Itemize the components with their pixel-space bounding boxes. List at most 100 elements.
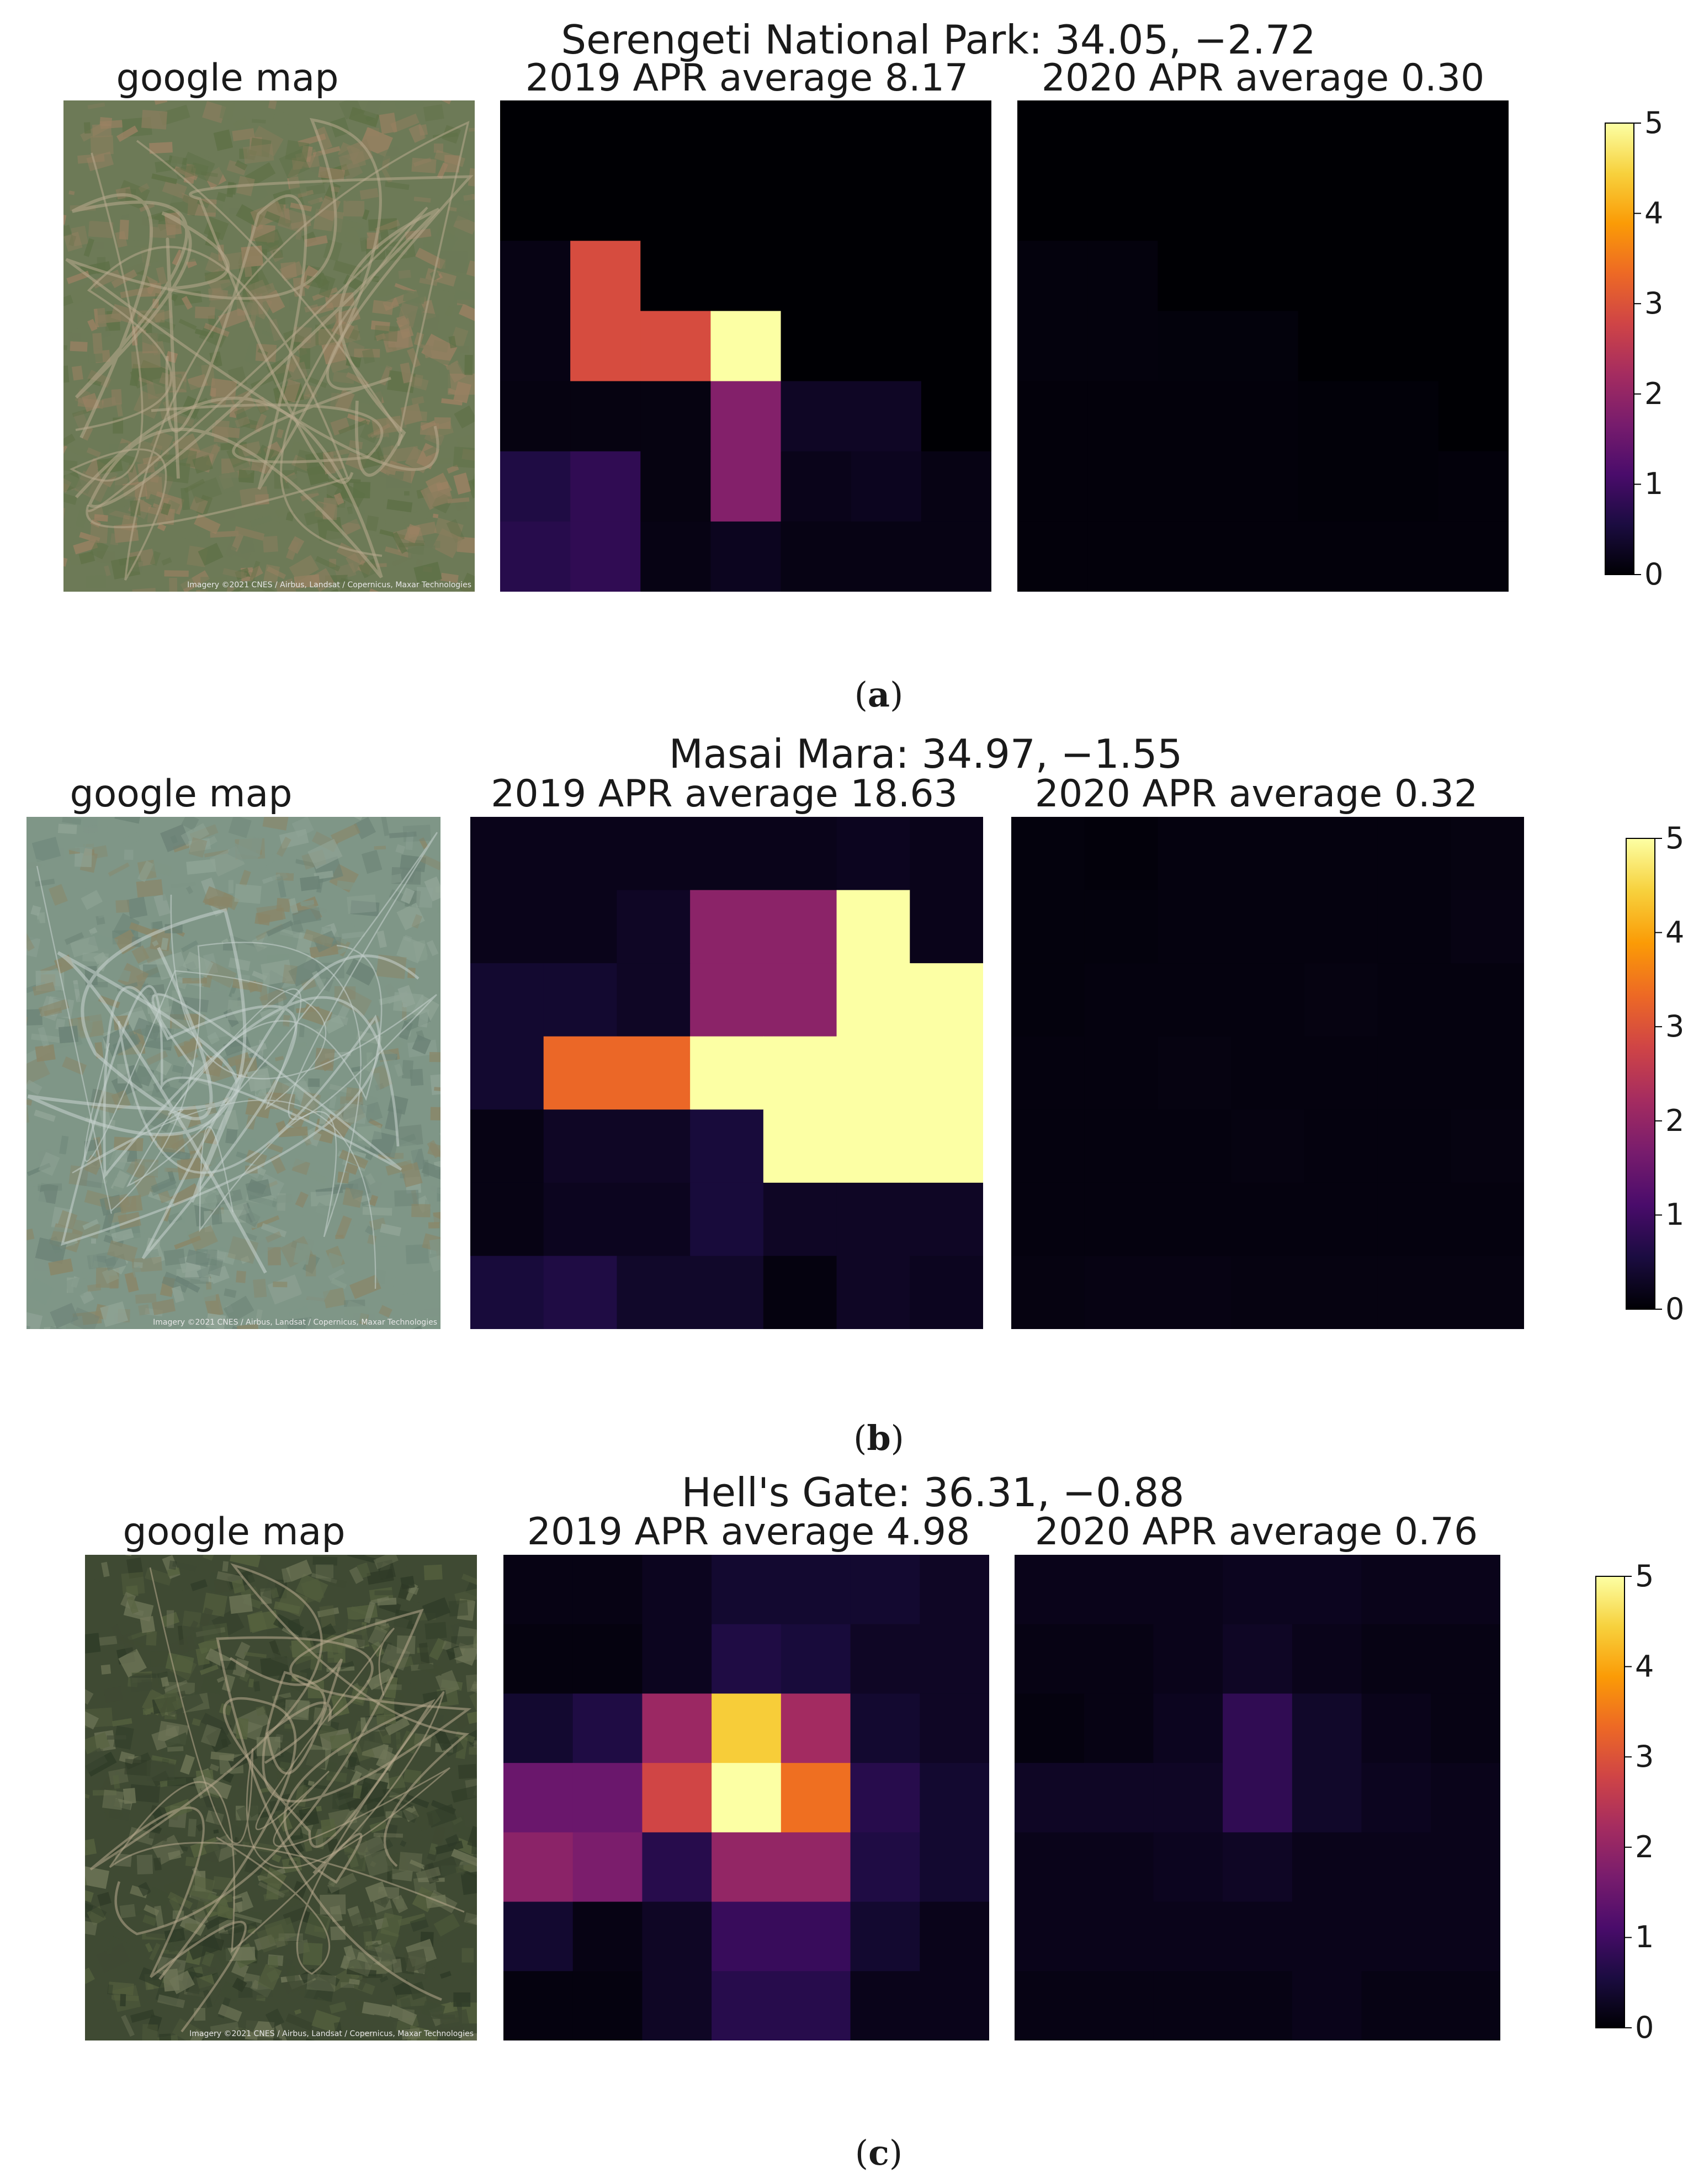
heatmap-cell [1304,817,1378,891]
heatmap-cell [1015,1624,1085,1694]
heatmap-cell [572,1763,643,1833]
heatmap-cell [1158,1256,1231,1329]
heatmap-cell [1153,1624,1223,1694]
heatmap-cell [1158,171,1229,242]
heatmap-cell [920,1624,989,1694]
heatmap-cell [920,1693,989,1763]
heatmap-cell [921,100,991,171]
heatmap-cell [1438,100,1509,171]
heatmap-cell [470,1182,544,1257]
heatmap-cell [1292,1901,1362,1972]
heatmap-cell [1361,1624,1432,1694]
heatmap-cell [920,1555,989,1625]
colorbar-tick-label: 2 [1644,376,1664,411]
heatmap-cell [1231,1182,1305,1257]
colorbar-tick-label: 0 [1635,2010,1654,2045]
heatmap-cell [1084,1693,1154,1763]
heatmap-cell [1223,1901,1293,1972]
heatmap-cell [503,1693,574,1763]
panel-c-heatmap-2019 [503,1555,989,2040]
heatmap-cell [1298,311,1369,382]
colorbar-tick-label: 5 [1635,1559,1654,1593]
heatmap-cell [1084,1109,1159,1183]
heatmap-cell [1438,451,1509,522]
heatmap-cell [572,1555,643,1625]
colorbar-gradient [1605,123,1641,575]
heatmap-cell [1438,521,1509,592]
heatmap-cell [1361,1901,1432,1972]
panel-b-caption: (b) [853,1418,904,1458]
heatmap-cell [1011,1256,1085,1329]
heatmap-cell [640,171,712,242]
heatmap-cell [1298,241,1369,312]
heatmap-cell [1087,100,1159,171]
colorbar-gradient [1626,838,1662,1310]
panel-b-heatmap-2019 [470,817,983,1329]
heatmap-cell [570,100,641,171]
heatmap-cell [503,1971,574,2040]
heatmap-cell [1377,1109,1452,1183]
panel-b-caption-letter: b [867,1418,891,1458]
heatmap-cell [781,1901,851,1972]
heatmap-cell [1017,241,1088,312]
heatmap-cell [1377,1182,1452,1257]
heatmap-cell [500,241,571,312]
panel-c-heatmap-2019-label: 2019 APR average 4.98 [527,1510,970,1554]
heatmap-cell [1431,1555,1500,1625]
heatmap-cell [617,890,691,964]
heatmap-cell [712,1555,782,1625]
heatmap-cell [1017,381,1088,452]
panel-c-map-label: google map [123,1510,346,1554]
panel-a-caption: (a) [854,674,904,715]
heatmap-cell [910,817,983,891]
heatmap-cell [850,1901,921,1972]
heatmap-cell [1015,1901,1085,1972]
heatmap-cell [851,381,922,452]
heatmap-cell [1431,1971,1500,2040]
heatmap-cell [1368,171,1439,242]
heatmap-cell [836,890,911,964]
heatmap-cell [851,241,922,312]
heatmap-cell [1292,1693,1362,1763]
panel-c-colorbar: 0 1 2 3 4 5 [1595,1561,1704,2043]
heatmap-cell [1231,890,1305,964]
heatmap-cell [1228,521,1299,592]
heatmap-cell [1304,963,1378,1037]
heatmap-cell [1084,1624,1154,1694]
heatmap-cell [920,1832,989,1903]
heatmap-cell [1438,381,1509,452]
heatmap-cell [1304,1036,1378,1110]
heatmap-cell [617,1256,691,1329]
panel-b-map-label: google map [70,772,293,816]
heatmap-cell [710,311,782,382]
heatmap-cell [500,171,571,242]
panel-b-satellite-image: Imagery ©2021 CNES / Airbus, Landsat / C… [26,817,440,1329]
colorbar-tick-label: 1 [1635,1920,1654,1955]
heatmap-cell [1017,100,1088,171]
heatmap-cell [570,241,641,312]
heatmap-cell [1153,1832,1223,1903]
heatmap-cell [1292,1555,1362,1625]
heatmap-cell [836,963,911,1037]
heatmap-cell [1298,171,1369,242]
heatmap-cell [640,241,712,312]
colorbar-tick-label: 1 [1665,1197,1685,1232]
heatmap-cell [836,1036,911,1110]
heatmap-cell [921,451,991,522]
panel-b-heatmap-2020 [1011,817,1524,1329]
panel-b-title: Masai Mara: 34.97, −1.55 [668,731,1183,777]
heatmap-cell [690,890,764,964]
heatmap-cell [710,381,782,452]
heatmap-cell [781,1763,851,1833]
heatmap-cell [617,963,691,1037]
heatmap-cell [1223,1555,1293,1625]
heatmap-cell [1451,817,1524,891]
colorbar-tick-label: 3 [1644,286,1664,321]
heatmap-cell [1377,817,1452,891]
heatmap-cell [1158,1036,1231,1110]
heatmap-cell [617,817,691,891]
heatmap-cell [1087,311,1159,382]
heatmap-cell [1084,1036,1159,1110]
heatmap-cell [1223,1763,1293,1833]
heatmap-cell [640,311,712,382]
